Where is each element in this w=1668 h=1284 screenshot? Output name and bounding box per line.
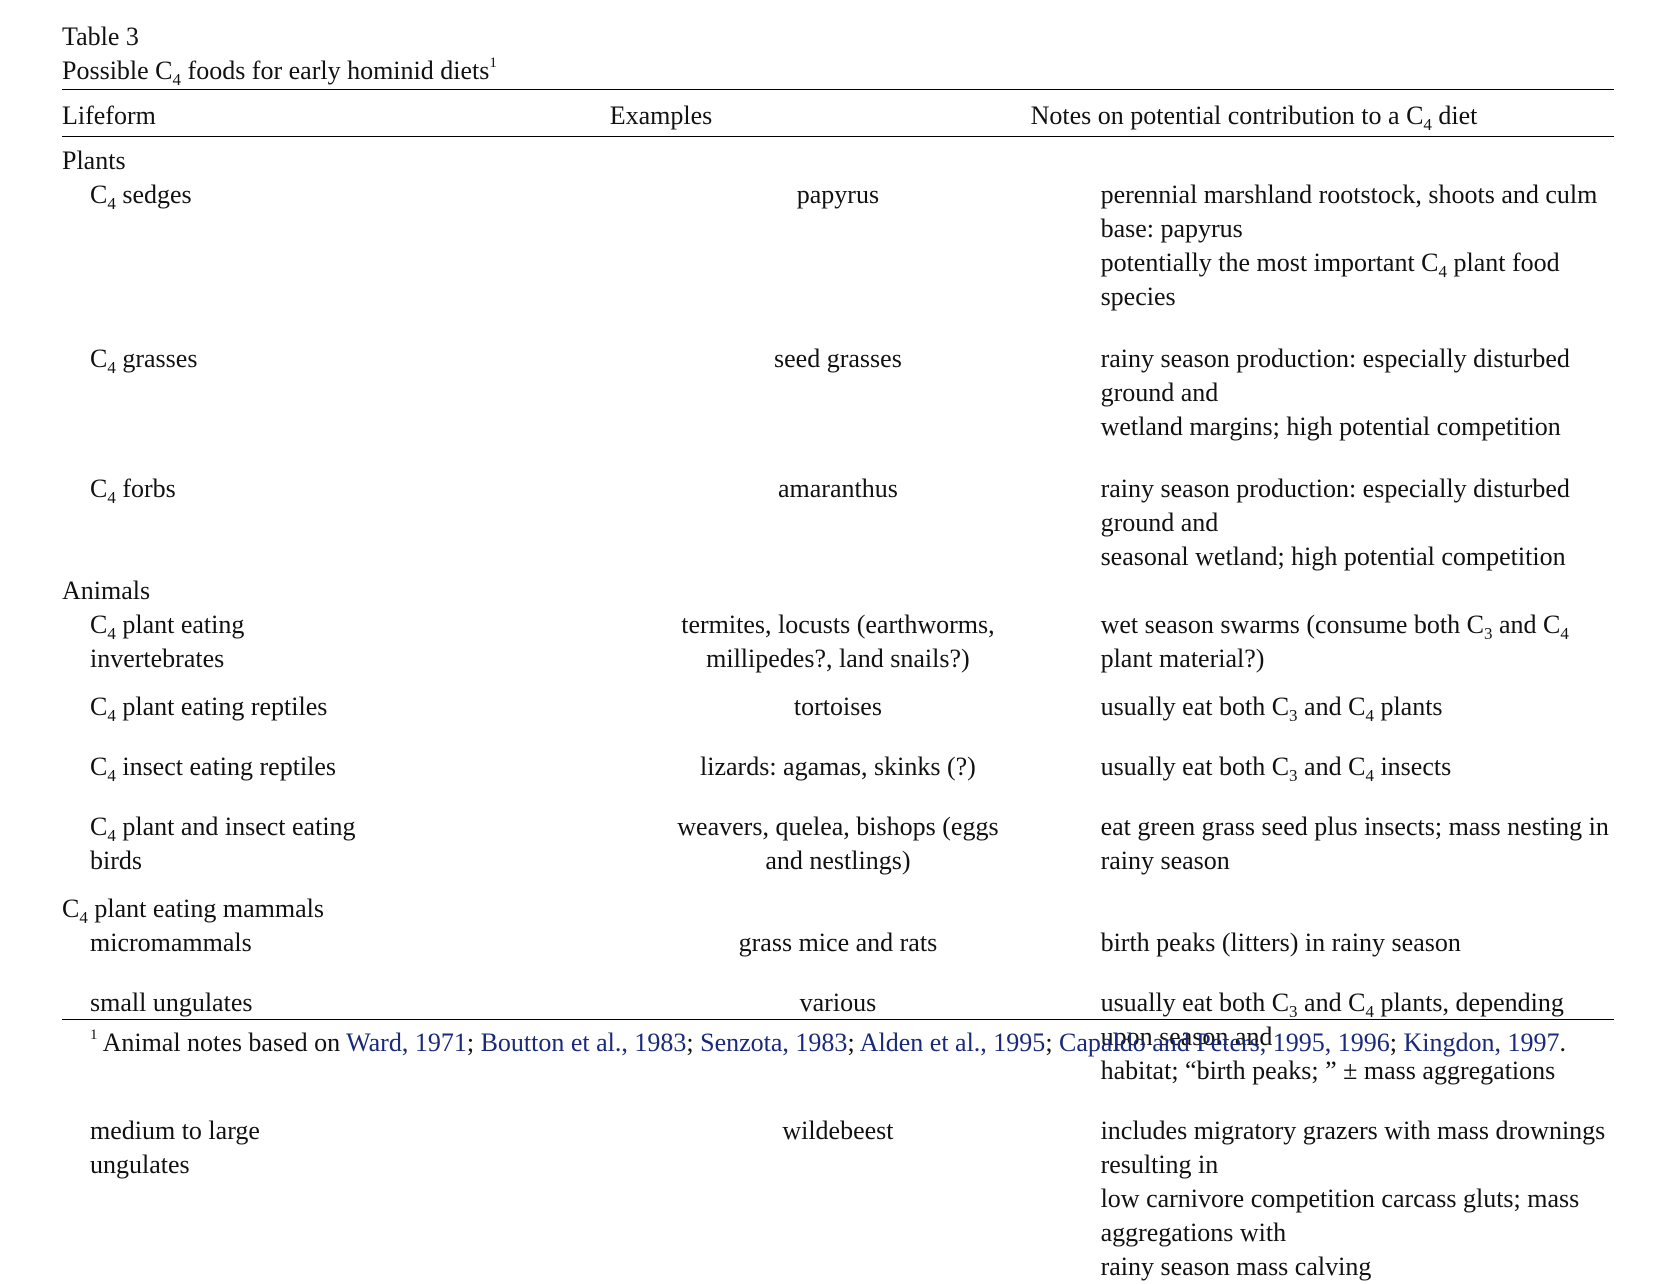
examples-cell: grass mice and rats [738, 928, 938, 957]
table-row: C4 plant eating reptiles tortoises usually… [62, 690, 1614, 750]
table-row: C4 plant eating invertebrates termites, lo… [62, 608, 1614, 690]
table-row: C4 plant and insect eating birds weavers, … [62, 810, 1614, 892]
footnote-number: 1 [90, 1027, 98, 1043]
examples-cell: termites, locusts (earthworms, millipedes… [681, 610, 995, 673]
subscript: 4 [107, 624, 116, 643]
citation-link[interactable]: Boutton et al., 1983 [480, 1028, 687, 1057]
subscript: 4 [107, 706, 116, 725]
notes-cell: wet season swarms (consume both C3 and C… [1100, 610, 1569, 673]
examples-cell: lizards: agamas, skinks (?) [700, 752, 976, 781]
table-row: medium to large ungulates wildebeest includ… [62, 1114, 1614, 1284]
subscript: 4 [107, 194, 116, 213]
lifeform-cell: C4 insect eating reptiles [90, 752, 337, 785]
subscript: 4 [1560, 624, 1569, 643]
subscript: 4 [79, 908, 88, 927]
subscript: 4 [1365, 1002, 1374, 1021]
subscript: 4 [1365, 766, 1374, 785]
lifeform-cell: C4 grasses [90, 344, 198, 377]
notes-cell: rainy season production: especially dist… [1100, 474, 1570, 571]
notes-cell: birth peaks (litters) in rainy season [1100, 928, 1461, 957]
subscript: 3 [1289, 1002, 1298, 1021]
notes-cell: rainy season production: especially dist… [1100, 344, 1570, 441]
lifeform-cell: C4 forbs [90, 474, 176, 507]
lifeform-cell: C4 plant eating invertebrates [90, 610, 245, 673]
citation-link[interactable]: Kingdon, 1997 [1403, 1028, 1560, 1057]
table-row: micromammals grass mice and rats birth pea… [62, 926, 1614, 986]
subscript: 4 [107, 358, 116, 377]
table-row: C4 grasses seed grasses rainy season produ… [62, 342, 1614, 472]
lifeform-cell: micromammals [90, 928, 252, 957]
examples-cell: amaranthus [778, 474, 898, 503]
subscript: 4 [107, 488, 116, 507]
table-row: C4 sedges papyrus perennial marshland root… [62, 178, 1614, 342]
header-notes: Notes on potential contribution to a C4 … [1030, 101, 1478, 134]
lifeform-cell: medium to large ungulates [90, 1116, 260, 1179]
subscript: 4 [172, 70, 182, 89]
subscript: 4 [107, 826, 116, 845]
lifeform-cell: small ungulates [90, 988, 253, 1017]
group-label: Plants [62, 146, 126, 175]
lifeform-cell: C4 sedges [90, 180, 192, 213]
examples-cell: various [799, 988, 877, 1017]
group-row: Animals [62, 574, 1614, 608]
table-figure: Table 3 Possible C4 foods for early homi… [62, 20, 1614, 1281]
group-label: C4 plant eating mammals [62, 894, 324, 927]
examples-cell: weavers, quelea, bishops (eggs and nestli… [677, 812, 999, 875]
examples-cell: wildebeest [782, 1116, 894, 1145]
subscript: 3 [1484, 624, 1493, 643]
bottom-rule [62, 1019, 1614, 1020]
table-row: small ungulates various usually eat both C… [62, 986, 1614, 1114]
subscript: 3 [1289, 706, 1298, 725]
examples-cell: papyrus [796, 180, 880, 209]
header-lifeform: Lifeform [62, 101, 156, 130]
group-row: C4 plant eating mammals [62, 892, 1614, 926]
citation-link[interactable]: Ward, 1971 [346, 1028, 467, 1057]
footnote: 1 Animal notes based on Ward, 1971; Bout… [90, 1027, 1567, 1058]
notes-cell: includes migratory grazers with mass dro… [1100, 1116, 1606, 1281]
subscript: 4 [1365, 706, 1374, 725]
top-rule [62, 89, 1614, 90]
subscript: 3 [1289, 766, 1298, 785]
citation-link[interactable]: Alden et al., 1995 [859, 1028, 1046, 1057]
examples-cell: tortoises [793, 692, 882, 721]
subscript: 4 [1438, 262, 1448, 281]
header-examples: Examples [609, 101, 713, 130]
notes-cell: perennial marshland rootstock, shoots an… [1100, 180, 1598, 311]
table-row: C4 insect eating reptiles lizards: agamas… [62, 750, 1614, 810]
table-title: Possible C4 foods for early hominid diet… [62, 55, 497, 89]
table-label: Table 3 [62, 22, 139, 51]
subscript: 4 [1423, 115, 1432, 134]
notes-cell: usually eat both C3 and C4 insects [1100, 752, 1452, 785]
header-rule [62, 136, 1614, 137]
notes-cell: usually eat both C3 and C4 plants [1100, 692, 1443, 725]
footnote-marker: 1 [489, 55, 497, 71]
table-body: Plants C4 sedges papyrus perennial marshlan… [62, 144, 1614, 1284]
lifeform-cell: C4 plant and insect eating birds [90, 812, 356, 875]
group-label: Animals [62, 576, 151, 605]
table-row: C4 forbs amaranthus rainy season productio… [62, 472, 1614, 574]
table-header: Lifeform Examples Notes on potential con… [62, 92, 1618, 140]
notes-cell: usually eat both C3 and C4 plants, depen… [1100, 988, 1564, 1085]
group-row: Plants [62, 144, 1614, 178]
lifeform-cell: C4 plant eating reptiles [90, 692, 328, 725]
subscript: 4 [107, 766, 116, 785]
notes-cell: eat green grass seed plus insects; mass … [1100, 812, 1609, 875]
examples-cell: seed grasses [774, 344, 902, 373]
citation-link[interactable]: Senzota, 1983 [700, 1028, 848, 1057]
citation-link[interactable]: Capaldo and Peters, 1995, 1996 [1059, 1028, 1390, 1057]
